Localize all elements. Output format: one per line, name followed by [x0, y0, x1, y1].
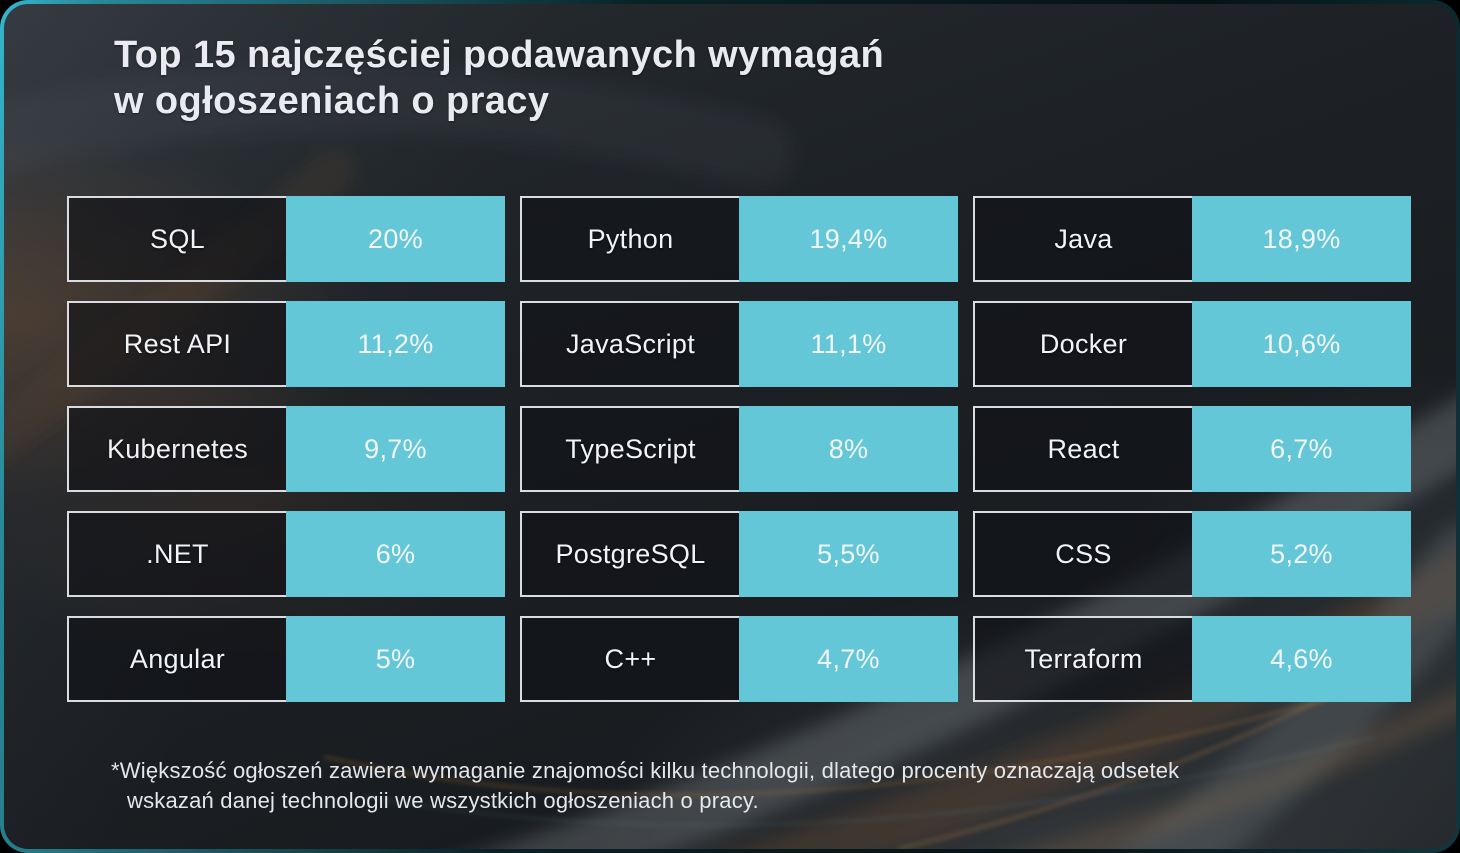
tech-card: TypeScript 8% [520, 406, 958, 492]
tech-value-badge: 8% [739, 406, 958, 492]
page-title: Top 15 najczęściej podawanych wymagań w … [114, 32, 1411, 124]
tech-card: Python 19,4% [520, 196, 958, 282]
tech-label: PostgreSQL [555, 538, 706, 569]
tech-value-badge: 20% [286, 196, 505, 282]
tech-label: Terraform [1024, 643, 1143, 674]
tech-value-badge: 4,6% [1192, 616, 1411, 702]
tech-value-badge: 11,2% [286, 301, 505, 387]
tech-value-badge: 5% [286, 616, 505, 702]
tech-label: React [1047, 433, 1120, 464]
tech-card: JavaScript 11,1% [520, 301, 958, 387]
tech-card: Java 18,9% [973, 196, 1411, 282]
tech-card: C++ 4,7% [520, 616, 958, 702]
tech-card: Kubernetes 9,7% [67, 406, 505, 492]
tech-label: C++ [604, 643, 657, 674]
tech-value-badge: 5,2% [1192, 511, 1411, 597]
tech-label: Angular [129, 643, 226, 674]
tech-card: Rest API 11,2% [67, 301, 505, 387]
tech-label: Python [587, 223, 674, 254]
tech-value-badge: 6% [286, 511, 505, 597]
tech-label: Docker [1039, 328, 1128, 359]
tech-card: Angular 5% [67, 616, 505, 702]
tech-value-badge: 9,7% [286, 406, 505, 492]
tech-value-badge: 10,6% [1192, 301, 1411, 387]
tech-label: Rest API [123, 328, 232, 359]
tech-value-badge: 19,4% [739, 196, 958, 282]
tech-value-badge: 6,7% [1192, 406, 1411, 492]
tech-value-badge: 4,7% [739, 616, 958, 702]
tech-card: SQL 20% [67, 196, 505, 282]
tech-card: .NET 6% [67, 511, 505, 597]
footnote-line2: wskazań danej technologii we wszystkich … [127, 788, 759, 813]
tech-grid: SQL 20% Python 19,4% Java 18,9% Rest API… [67, 196, 1411, 702]
footnote-line1: *Większość ogłoszeń zawiera wymaganie zn… [111, 758, 1180, 783]
tech-label: SQL [150, 223, 205, 254]
tech-card: PostgreSQL 5,5% [520, 511, 958, 597]
page-title-line2: w ogłoszeniach o pracy [114, 80, 550, 122]
tech-label: .NET [146, 538, 209, 569]
tech-card: Terraform 4,6% [973, 616, 1411, 702]
tech-card: React 6,7% [973, 406, 1411, 492]
tech-card: Docker 10,6% [973, 301, 1411, 387]
tech-card: CSS 5,2% [973, 511, 1411, 597]
tech-label: JavaScript [565, 328, 696, 359]
tech-value-badge: 11,1% [739, 301, 958, 387]
tech-value-badge: 5,5% [739, 511, 958, 597]
tech-label: TypeScript [565, 433, 696, 464]
footnote: *Większość ogłoszeń zawiera wymaganie zn… [111, 756, 1411, 816]
content-area: Top 15 najczęściej podawanych wymagań w … [4, 4, 1456, 849]
infographic-frame: Top 15 najczęściej podawanych wymagań w … [4, 4, 1456, 849]
tech-value-badge: 18,9% [1192, 196, 1411, 282]
page-title-line1: Top 15 najczęściej podawanych wymagań [114, 34, 885, 76]
tech-label: Java [1054, 223, 1113, 254]
tech-label: CSS [1055, 538, 1112, 569]
tech-label: Kubernetes [106, 433, 249, 464]
